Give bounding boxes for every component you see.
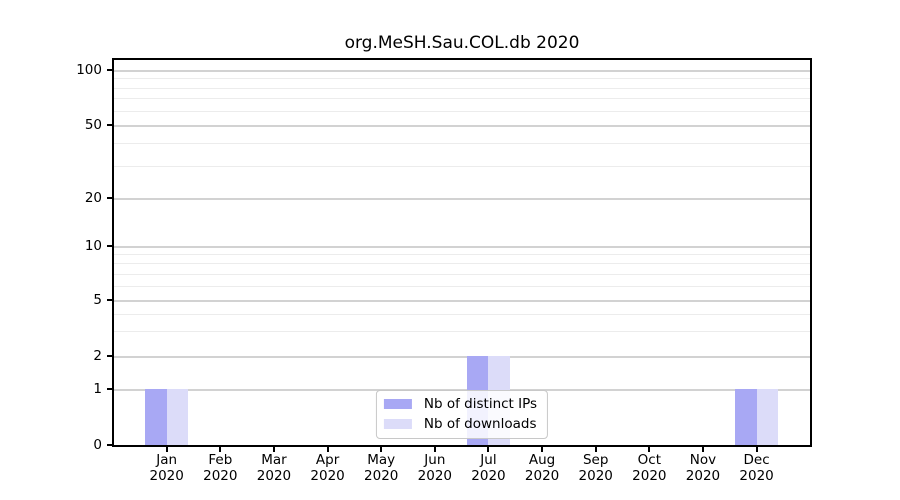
x-tick-label: Oct 2020 [604,452,694,484]
minor-gridline [114,285,810,287]
minor-gridline [114,87,810,89]
x-tick-mark [380,446,383,452]
x-tick-label: May 2020 [336,452,426,484]
y-tick-mark [107,124,112,126]
minor-gridline [114,254,810,256]
plot-area: Nb of distinct IPs Nb of downloads [114,60,810,445]
x-tick-label: Dec 2020 [712,452,802,484]
x-tick-month: Nov [689,452,717,468]
legend-swatch-distinct-ips [383,399,412,409]
x-tick-month: Dec [743,452,770,468]
x-tick-mark [541,446,544,452]
bar-downloads [166,389,189,445]
y-tick-mark [107,197,112,199]
x-tick-year: 2020 [739,467,774,484]
x-tick-year: 2020 [524,467,560,484]
major-gridline [114,356,810,358]
x-tick-label: Feb 2020 [175,452,265,484]
x-tick-year: 2020 [578,467,613,484]
x-tick-label: Apr 2020 [283,452,373,484]
x-tick-year: 2020 [471,467,506,484]
x-tick-year: 2020 [364,467,399,484]
x-tick-label: Jun 2020 [390,452,480,484]
minor-gridline [114,313,810,315]
legend-entry: Nb of distinct IPs [383,395,538,413]
legend-label: Nb of downloads [423,415,537,432]
minor-gridline [114,165,810,167]
x-tick-mark [165,446,168,452]
x-tick-mark [594,446,597,452]
x-tick-mark [326,446,329,452]
x-tick-year: 2020 [685,467,721,484]
y-tick-label: 10 [84,238,102,254]
minor-gridline [114,78,810,80]
major-gridline [114,125,810,127]
legend-label: Nb of distinct IPs [423,395,538,412]
x-tick-mark [487,446,490,452]
x-tick-label: Jan 2020 [122,452,212,484]
y-tick-label: 2 [93,348,102,364]
x-tick-year: 2020 [256,467,292,484]
x-tick-mark [701,446,704,452]
y-tick-label: 1 [93,381,102,397]
x-tick-mark [755,446,758,452]
bar-distinct-ips [735,389,757,445]
x-tick-label: Aug 2020 [497,452,587,484]
y-tick-label: 0 [93,436,102,453]
x-tick-year: 2020 [632,467,667,484]
x-tick-month: Mar [261,452,287,468]
minor-gridline [114,273,810,275]
y-tick-mark [107,355,112,357]
x-tick-month: May [367,452,396,468]
x-tick-mark [272,446,275,452]
x-tick-month: Jun [424,452,446,468]
y-tick-label: 50 [84,117,102,133]
major-gridline [114,246,810,248]
major-gridline [114,300,810,302]
y-tick-mark [107,299,112,301]
minor-gridline [114,331,810,333]
x-tick-label: Mar 2020 [229,452,319,484]
x-tick-label: Sep 2020 [551,452,641,484]
y-tick-mark [107,245,112,247]
x-tick-year: 2020 [203,467,238,484]
y-tick-label: 5 [93,292,102,308]
major-gridline [114,70,810,72]
bar-downloads [756,389,779,445]
y-tick-mark [107,69,112,71]
x-tick-label: Jul 2020 [443,452,533,484]
x-tick-month: Jul [480,452,497,468]
legend-entry: Nb of downloads [383,415,537,433]
minor-gridline [114,142,810,144]
x-tick-month: Feb [208,452,233,468]
x-tick-year: 2020 [149,467,184,484]
x-tick-year: 2020 [310,467,345,484]
x-tick-label: Nov 2020 [658,452,748,484]
legend-swatch-downloads [383,419,412,429]
x-tick-month: Sep [582,452,609,468]
x-tick-month: Jan [156,452,178,468]
x-tick-month: Oct [637,452,661,468]
y-tick-label: 20 [84,190,102,206]
y-tick-mark [107,388,112,390]
x-tick-mark [433,446,436,452]
minor-gridline [114,110,810,112]
x-tick-year: 2020 [417,467,452,484]
y-tick-label: 100 [76,62,102,78]
major-gridline [114,198,810,200]
legend: Nb of distinct IPs Nb of downloads [375,389,549,439]
minor-gridline [114,98,810,100]
chart-title: org.MeSH.Sau.COL.db 2020 [344,33,580,53]
x-tick-mark [219,446,222,452]
y-tick-mark [107,443,112,446]
x-tick-month: Aug [528,452,556,468]
bar-distinct-ips [145,389,167,445]
x-tick-month: Apr [315,452,340,468]
x-tick-mark [648,446,651,452]
minor-gridline [114,263,810,265]
